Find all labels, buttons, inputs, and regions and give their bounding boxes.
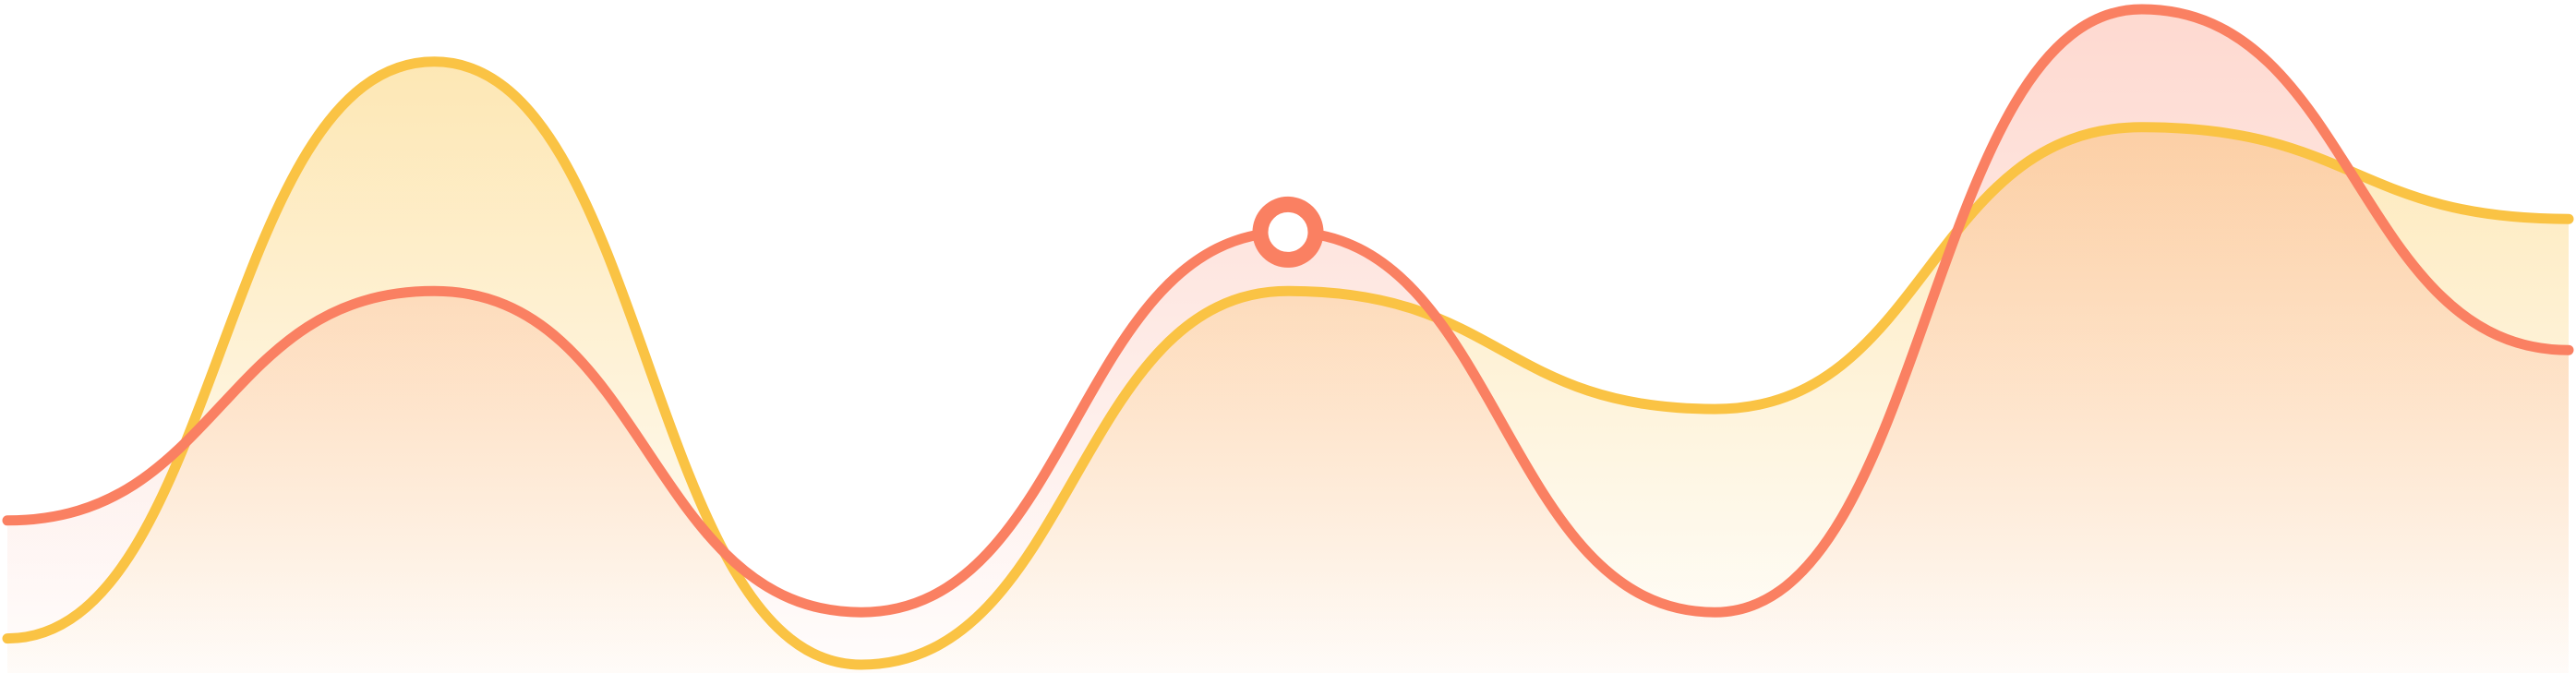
areas-layer	[7, 9, 2569, 673]
highlight-point-marker[interactable]	[1260, 204, 1316, 259]
markers-layer	[1260, 204, 1316, 259]
